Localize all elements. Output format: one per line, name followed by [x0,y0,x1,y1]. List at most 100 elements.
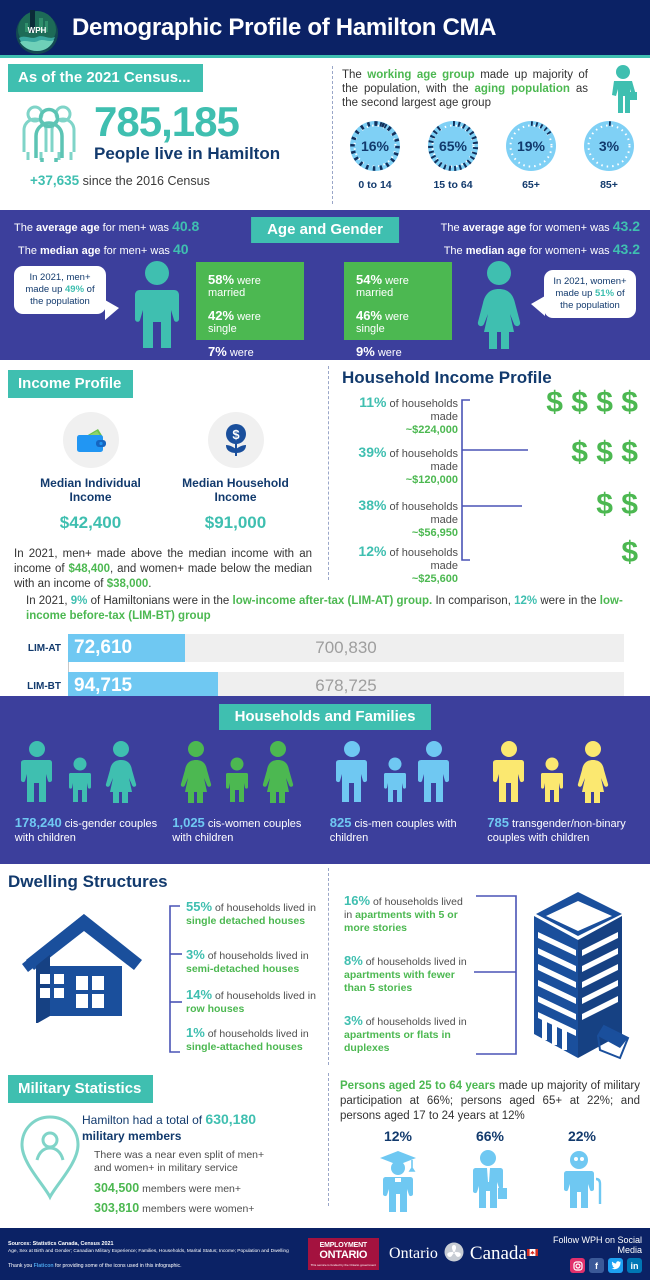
row-amount: ~$25,600 [411,573,458,585]
flaticon-link[interactable]: Flaticon [33,1262,54,1269]
note-men-value: $48,400 [68,563,111,575]
median-individual-income: Median Individual Income $42,400 [18,412,163,533]
lim-pct-at: 9% [70,595,88,607]
bar-in-value: 94,715 [74,675,133,696]
row-text: of households lived in [204,1028,309,1040]
row-amount: ~$120,000 [405,474,458,486]
row-text: of households lived in [362,1016,467,1028]
label-pre: The [18,245,41,257]
page-title: Demographic Profile of Hamilton CMA [72,13,497,41]
stat-row: 54% were married [356,272,440,299]
population-change: +37,635 since the 2016 Census [30,173,330,188]
canada-word: Canada [469,1243,538,1265]
senior-cane-icon [564,1151,602,1208]
businessperson-icon [473,1150,507,1208]
family-caption: 785 transgender/non-binary couples with … [487,816,635,845]
man-figure-icon [128,260,186,355]
instagram-icon[interactable] [570,1258,585,1273]
ontario-word: Ontario [389,1245,438,1262]
total-post: military members [82,1129,182,1143]
household-income-profile: Household Income Profile 11% of househol… [334,360,646,585]
graduate-icon [380,1151,416,1212]
canada-text: Canada [469,1243,527,1264]
figure-pct: 12% [383,1128,413,1144]
ontario-canada-wordmark: Ontario Canada [389,1242,538,1267]
row-pct: 16% [344,893,371,908]
population-caption: People live in Hamilton [94,144,281,163]
value: 40 [173,241,189,257]
lim-pre: In 2021, [26,595,71,607]
eo-line-2: ONTARIO [319,1248,368,1261]
value: 40.8 [172,218,200,234]
donut-chart-85plus: 3% [581,118,637,174]
lim-bold-at: low-income after-tax (LIM-AT) group. [232,595,433,607]
dwelling-section: Dwelling Structures 55% of households li… [0,864,650,1069]
logo-text: WPH [28,26,47,35]
family-item: 178,240 cis-gender couples with children [15,740,163,845]
dwelling-row: 1% of households lived in single-attache… [186,1026,320,1054]
dollar-row-1: $ $ $ $ [546,386,638,419]
donut-label: 65+ [522,179,540,191]
row-pct: 12% [358,543,387,559]
donut-chart-15-64: 65% [425,118,481,174]
donut-label: 15 to 64 [433,179,473,191]
page-footer: Sources: Statistics Canada, Census 2021 … [0,1228,650,1280]
income-value: $42,400 [59,513,122,532]
family-count: 178,240 [14,815,62,830]
stat-row: 7% were divorced [208,344,292,371]
label-mid: for women+ was [526,222,613,234]
women-population-bubble: In 2021, women+ made up 51% of the popul… [531,270,636,318]
wallet-icon [62,412,119,468]
stat-pct: 42% [208,308,235,323]
bubble-post: of the population [560,288,625,311]
row-pct: 14% [186,987,213,1002]
total-pre: Hamilton had a total of [82,1113,206,1127]
family-caption: 1,025 cis-women couples with children [172,816,320,845]
location-person-icon [14,1111,86,1208]
section-divider [332,66,333,204]
total-value: 630,180 [205,1111,257,1127]
row-pct: 39% [358,444,387,460]
men-average-age: The average age for men+ was 40.8 [14,218,199,234]
dollar-row-4: $ [621,536,638,569]
income-badge: Income Profile [8,370,134,398]
military-men: 304,500 members were men+ [94,1181,241,1195]
census-badge: As of the 2021 Census... [8,64,203,92]
label-mid: for men+ was [100,245,173,257]
donut-pct: 19% [516,138,546,154]
bar-out-value: 678,725 [315,676,377,695]
dwelling-title: Dwelling Structures [8,872,168,891]
family-caption: 178,240 cis-gender couples with children [15,816,163,845]
row-bold: apartments with 5 or more stories [344,909,458,934]
bar-in-value: 72,610 [74,637,133,658]
linkedin-icon[interactable]: in [627,1258,642,1273]
lim-bar-row: LIM-BT 94,715 678,725 [26,672,624,700]
man-child-man-icon [330,740,478,808]
row-pct: 38% [358,497,387,513]
label-bold: median age [465,245,527,257]
label-bold: median age [40,245,101,257]
family-item: 1,025 cis-women couples with children [172,740,320,845]
label-pre: The [443,245,466,257]
facebook-icon[interactable]: f [589,1258,604,1273]
households-title: Households and Families [218,704,432,730]
twitter-icon[interactable] [608,1258,623,1273]
bar-out-value: 700,830 [315,638,377,657]
military-age-note: Persons aged 25 to 64 years made up majo… [334,1069,646,1124]
value: 43.2 [612,241,640,257]
source-line-1: Sources: Statistics Canada, Census 2021 [8,1240,114,1247]
age-group-intro: The working age group made up majority o… [338,58,646,110]
bubble-pre: In 2021, women+ made up [553,276,627,299]
military-total: Hamilton had a total of 630,180 military… [82,1111,282,1144]
households-section: Households and Families [0,696,650,864]
label-bold: average age [36,222,100,234]
stat-text: were married [356,275,409,299]
hh-income-row: 38% of households made ~$56,950 [340,497,458,540]
stat-pct: 46% [356,308,383,323]
military-figure-item: 66% [462,1128,518,1217]
dwelling-row: 8% of households lived in apartments wit… [344,954,472,995]
census-section: As of the 2021 Census... [0,58,650,210]
donut-pct: 65% [438,138,468,154]
stat-text: were divorced [356,347,402,371]
